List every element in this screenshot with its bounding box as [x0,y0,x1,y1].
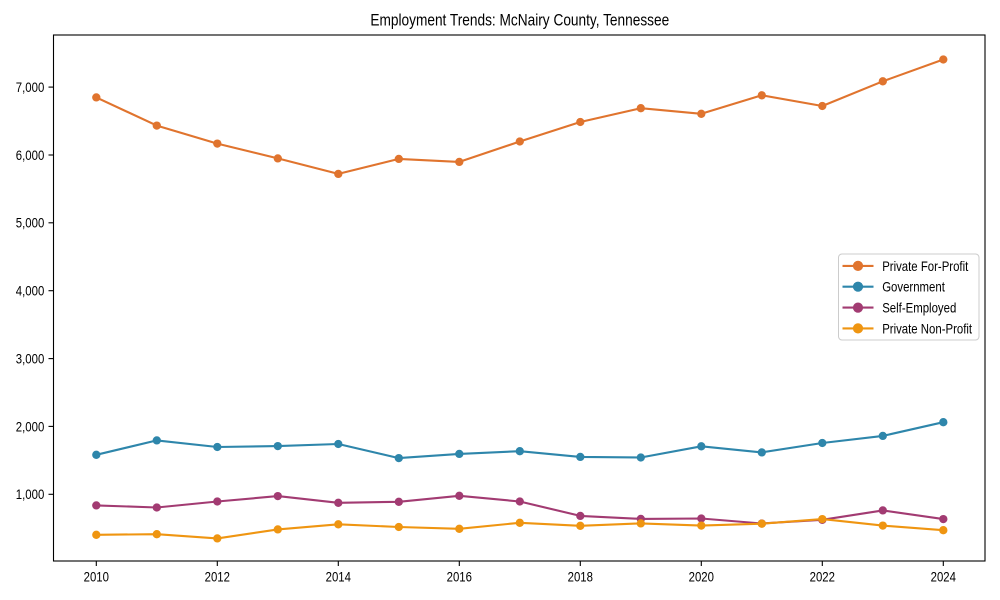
svg-text:Government: Government [882,279,945,295]
svg-text:2016: 2016 [447,568,473,584]
svg-text:1,000: 1,000 [16,486,45,502]
svg-text:7,000: 7,000 [16,79,45,95]
svg-text:2024: 2024 [931,568,957,584]
svg-text:2018: 2018 [568,568,594,584]
svg-text:6,000: 6,000 [16,147,45,163]
svg-text:2022: 2022 [810,568,836,584]
svg-text:Private Non-Profit: Private Non-Profit [882,320,972,336]
svg-text:2012: 2012 [205,568,231,584]
svg-text:2010: 2010 [84,568,110,584]
svg-text:2014: 2014 [326,568,352,584]
svg-text:Self-Employed: Self-Employed [882,300,956,316]
svg-text:4,000: 4,000 [16,283,45,299]
svg-text:Private For-Profit: Private For-Profit [882,258,968,274]
svg-text:2020: 2020 [689,568,715,584]
svg-text:3,000: 3,000 [16,351,45,367]
svg-text:2,000: 2,000 [16,418,45,434]
svg-text:5,000: 5,000 [16,215,45,231]
svg-text:Employment Trends: McNairy Cou: Employment Trends: McNairy County, Tenne… [370,11,669,30]
